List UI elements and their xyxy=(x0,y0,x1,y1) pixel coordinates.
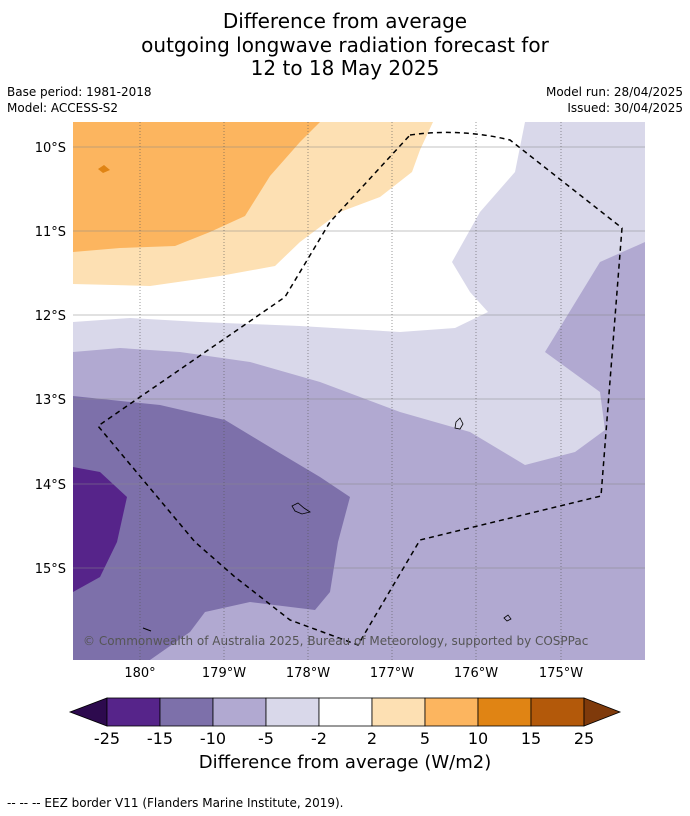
lat-label-10s: 10°S xyxy=(35,141,66,156)
lat-label-12s: 12°S xyxy=(35,309,66,324)
colorbar xyxy=(68,697,622,727)
lat-label-15s: 15°S xyxy=(35,562,66,577)
colorbar-tick-6: 2 xyxy=(367,729,377,745)
lon-label-180: 180° xyxy=(124,666,155,681)
island-2 xyxy=(454,417,464,430)
lat-label-13s: 13°S xyxy=(35,393,66,408)
eez-legend-note: -- -- -- EEZ border V11 (Flanders Marine… xyxy=(7,796,344,810)
colorbar-tick-2: -15 xyxy=(147,729,173,745)
colorbar-tick-9: 15 xyxy=(521,729,541,745)
island-1 xyxy=(291,502,311,515)
colorbar-upper-extension xyxy=(583,697,622,727)
lon-label-179w: 179°W xyxy=(202,666,246,681)
island-3 xyxy=(503,614,512,622)
colorbar-tick-5: -2 xyxy=(311,729,327,745)
lon-label-177w: 177°W xyxy=(370,666,414,681)
gridlines xyxy=(73,146,645,569)
base-period: Base period: 1981-2018 xyxy=(7,85,152,99)
title-line-1: Difference from average xyxy=(222,9,468,33)
colorbar-tick-7: 5 xyxy=(420,729,430,745)
issued-date: Issued: 30/04/2025 xyxy=(567,101,683,115)
colorbar-seg-5 xyxy=(318,697,373,727)
title-line-2: outgoing longwave radiation forecast for xyxy=(141,33,549,57)
island-4 xyxy=(142,627,152,632)
colorbar-seg-6 xyxy=(371,697,426,727)
colorbar-tick-10: 25 xyxy=(574,729,594,745)
colorbar-tick-8: 10 xyxy=(468,729,488,745)
colorbar-seg-8 xyxy=(477,697,532,727)
model-run: Model run: 28/04/2025 xyxy=(545,85,683,99)
title-line-3: 12 to 18 May 2025 xyxy=(250,56,440,80)
lat-label-11s: 11°S xyxy=(35,225,66,240)
lon-label-176w: 176°W xyxy=(454,666,498,681)
map-figure: © Commonwealth of Australia 2025, Bureau… xyxy=(35,122,645,745)
region-pos10-pos15 xyxy=(98,165,110,173)
colorbar-tick-1: -25 xyxy=(94,729,120,745)
region-neg25-neg15 xyxy=(73,467,127,592)
colorbar-seg-1 xyxy=(106,697,161,727)
colorbar-tick-3: -10 xyxy=(200,729,226,745)
colorbar-seg-9 xyxy=(530,697,585,727)
lat-label-14s: 14°S xyxy=(35,478,66,493)
anomaly-field xyxy=(73,122,645,660)
colorbar-title: Difference from average (W/m2) xyxy=(198,752,492,773)
lon-label-175w: 175°W xyxy=(539,666,583,681)
colorbar-tick-4: -5 xyxy=(258,729,274,745)
region-pos5-pos10 xyxy=(73,122,320,252)
lon-label-178w: 178°W xyxy=(286,666,330,681)
eez-border xyxy=(96,131,623,646)
colorbar-seg-7 xyxy=(424,697,479,727)
colorbar-seg-3 xyxy=(212,697,267,727)
colorbar-seg-2 xyxy=(159,697,214,727)
model-name: Model: ACCESS-S2 xyxy=(7,101,119,115)
colorbar-seg-4 xyxy=(265,697,320,727)
copyright-notice: © Commonwealth of Australia 2025, Bureau… xyxy=(83,634,588,648)
colorbar-lower-extension xyxy=(68,697,108,727)
region-neg15-neg10 xyxy=(73,396,350,660)
